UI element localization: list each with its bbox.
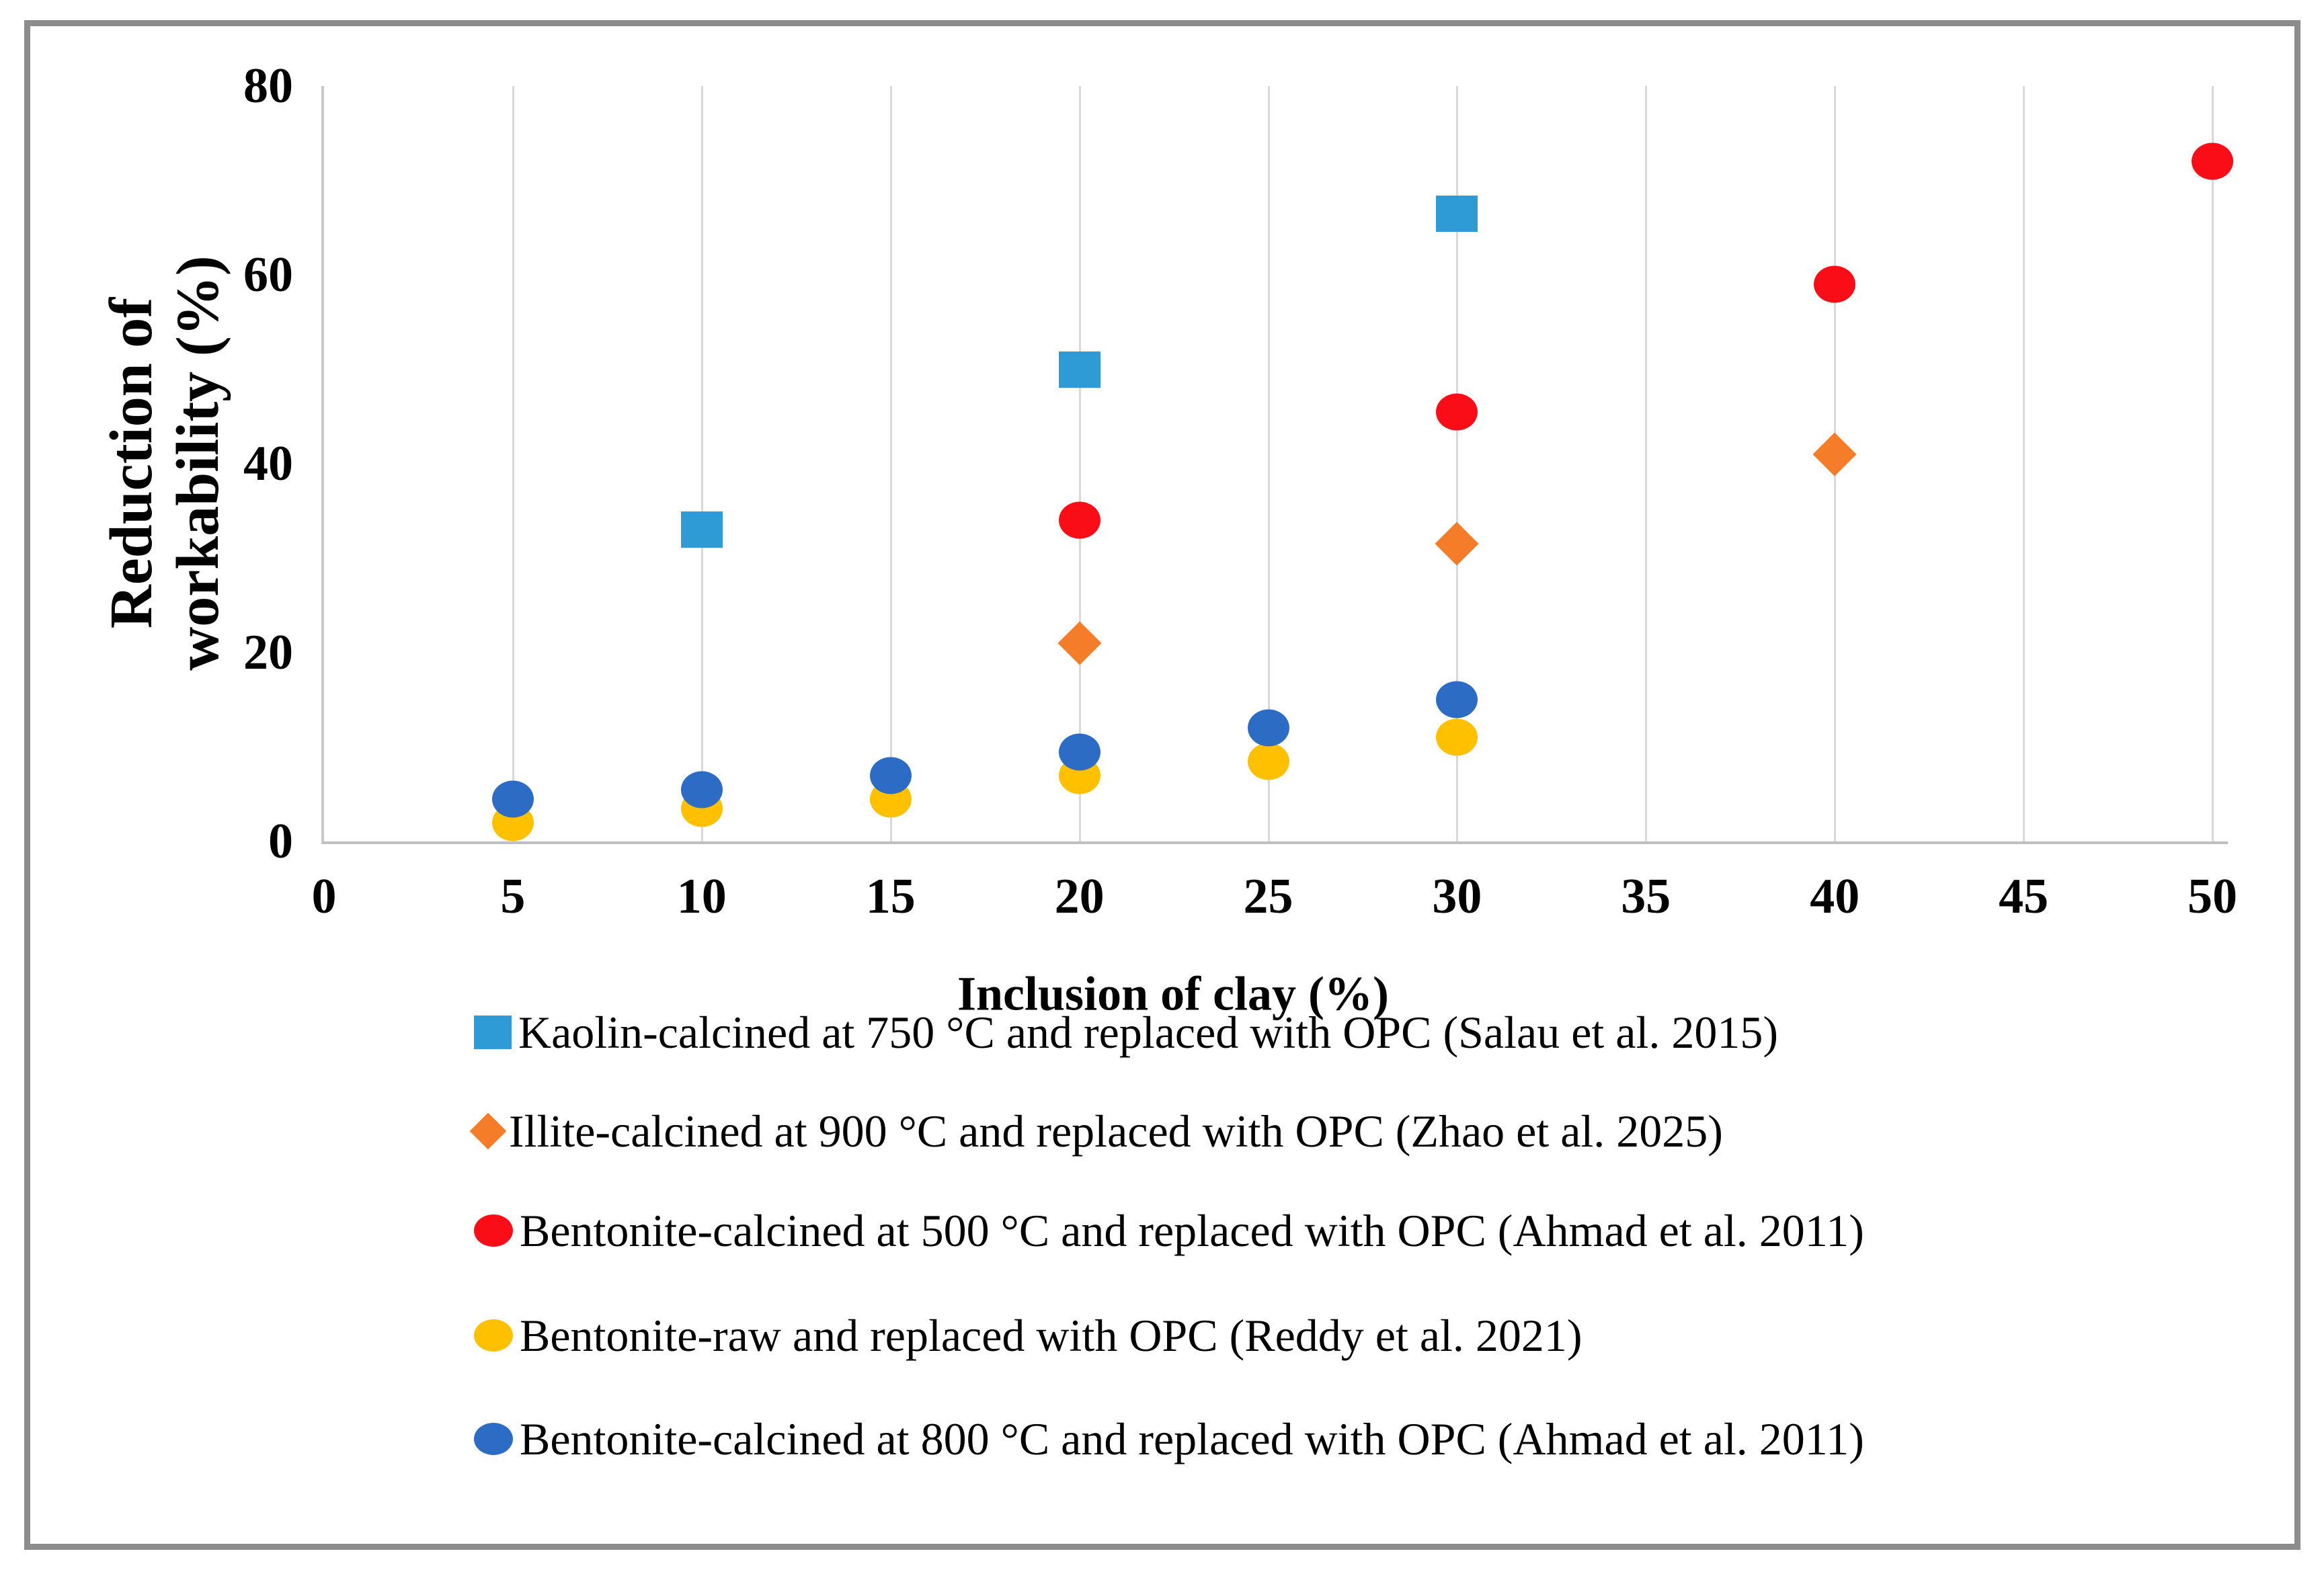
y-tick-label-40: 40 bbox=[243, 436, 293, 491]
legend-marker-circle-icon bbox=[474, 1423, 513, 1455]
data-point-series-3-x50 bbox=[2192, 142, 2233, 180]
x-axis-title: Inclusion of clay (%) bbox=[957, 966, 1390, 1021]
gridline-x-50 bbox=[2212, 86, 2214, 841]
gridline-x-45 bbox=[2023, 86, 2026, 841]
gridline-x-20 bbox=[1078, 86, 1081, 841]
gridline-x-5 bbox=[512, 86, 514, 841]
gridline-x-15 bbox=[889, 86, 892, 841]
y-tick-label-80: 80 bbox=[243, 58, 293, 114]
x-tick-label-25: 25 bbox=[1243, 869, 1293, 924]
x-tick-label-20: 20 bbox=[1054, 869, 1105, 924]
data-point-series-5-x20 bbox=[1058, 733, 1100, 771]
y-axis-title-line-2: workability (%) bbox=[165, 255, 231, 671]
y-tick-label-0: 0 bbox=[268, 814, 293, 869]
legend-label: Bentonite-calcined at 800 °C and replace… bbox=[520, 1413, 1864, 1464]
legend-label: Kaolin-calcined at 750 °C and replaced w… bbox=[518, 1007, 1778, 1058]
data-point-series-3-x30 bbox=[1436, 393, 1478, 431]
x-tick-label-10: 10 bbox=[676, 869, 727, 924]
data-point-series-2-x30 bbox=[1435, 522, 1479, 566]
legend-item-5: Bentonite-calcined at 800 °C and replace… bbox=[474, 1416, 1864, 1462]
legend-item-3: Bentonite-calcined at 500 °C and replace… bbox=[474, 1208, 1864, 1253]
data-point-series-4-x30 bbox=[1436, 718, 1478, 756]
x-tick-label-15: 15 bbox=[865, 869, 916, 924]
legend-item-4: Bentonite-raw and replaced with OPC (Red… bbox=[474, 1313, 1582, 1358]
data-point-series-3-x40 bbox=[1814, 265, 1856, 303]
x-tick-label-45: 45 bbox=[1999, 869, 2049, 924]
y-axis-title-line-1: Reduction of bbox=[98, 297, 165, 629]
x-tick-label-0: 0 bbox=[311, 869, 337, 924]
y-tick-label-60: 60 bbox=[243, 247, 293, 302]
gridline-x-35 bbox=[1645, 86, 1648, 841]
legend-item-2: Illite-calcined at 900 °C and replaced w… bbox=[469, 1106, 1723, 1157]
x-tick-label-35: 35 bbox=[1621, 869, 1671, 924]
legend-marker-square-icon bbox=[474, 1016, 512, 1049]
legend-item-1: Kaolin-calcined at 750 °C and replaced w… bbox=[474, 1009, 1778, 1055]
legend-marker-circle-icon bbox=[474, 1214, 513, 1247]
data-point-series-5-x10 bbox=[680, 771, 723, 809]
legend-label: Bentonite-raw and replaced with OPC (Red… bbox=[520, 1310, 1582, 1361]
data-point-series-5-x15 bbox=[869, 757, 912, 794]
data-point-series-5-x5 bbox=[491, 780, 534, 818]
x-tick-label-5: 5 bbox=[500, 869, 526, 924]
plot-area bbox=[321, 86, 2233, 844]
legend-marker-diamond-icon bbox=[469, 1112, 507, 1150]
gridline-x-25 bbox=[1267, 86, 1270, 841]
data-point-series-4-x25 bbox=[1247, 743, 1289, 780]
data-point-series-3-x20 bbox=[1058, 501, 1100, 539]
legend-marker-circle-icon bbox=[474, 1319, 513, 1352]
legend-label: Bentonite-calcined at 500 °C and replace… bbox=[520, 1205, 1864, 1256]
gridline-x-30 bbox=[1456, 86, 1459, 841]
data-point-series-5-x30 bbox=[1436, 681, 1478, 718]
gridline-x-10 bbox=[700, 86, 703, 841]
data-point-series-1-x30 bbox=[1436, 195, 1478, 232]
legend-label: Illite-calcined at 900 °C and replaced w… bbox=[509, 1106, 1723, 1157]
y-axis-title: Reduction of workability (%) bbox=[98, 255, 231, 670]
data-point-series-2-x20 bbox=[1057, 621, 1102, 665]
x-tick-label-40: 40 bbox=[1810, 869, 1860, 924]
data-point-series-1-x20 bbox=[1058, 351, 1100, 388]
data-point-series-2-x40 bbox=[1812, 432, 1857, 477]
figure-border-frame: Reduction of workability (%) Inclusion o… bbox=[24, 20, 2300, 1550]
x-tick-label-50: 50 bbox=[2188, 869, 2237, 924]
y-tick-label-20: 20 bbox=[243, 625, 293, 680]
x-tick-label-30: 30 bbox=[1432, 869, 1482, 924]
data-point-series-1-x10 bbox=[680, 511, 723, 548]
data-point-series-5-x25 bbox=[1247, 709, 1289, 747]
